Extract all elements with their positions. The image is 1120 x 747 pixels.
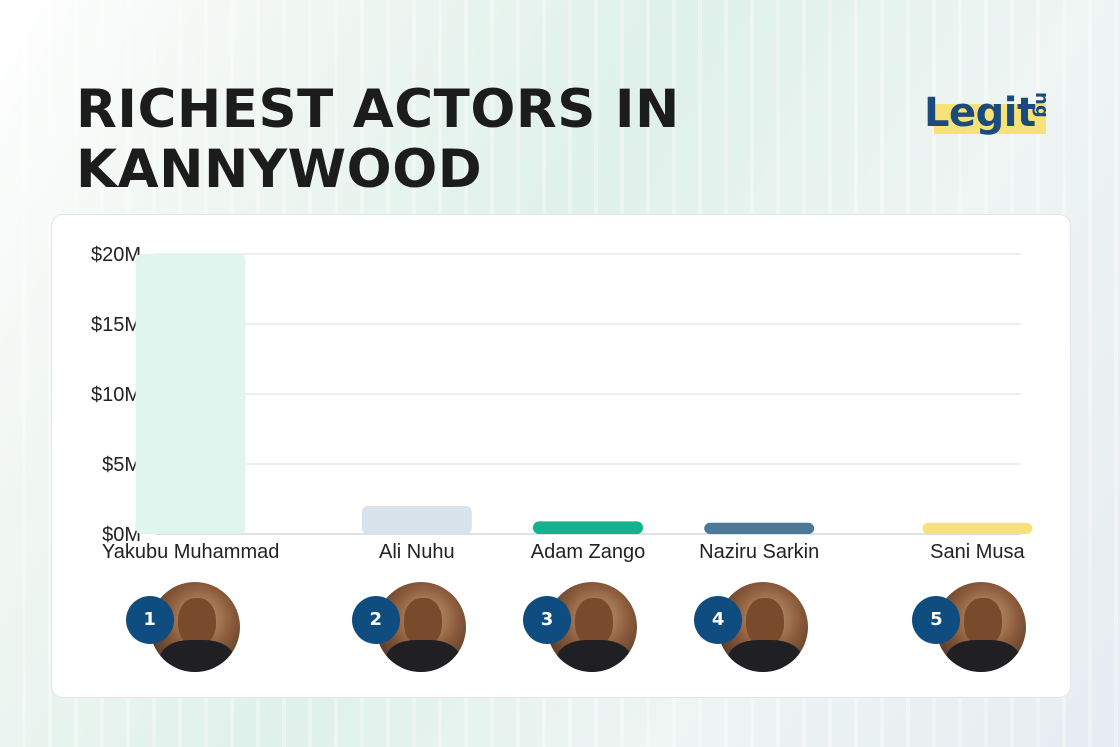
bar-yakubu-muhammad xyxy=(135,254,246,534)
portrait-face xyxy=(746,598,785,646)
y-tick-label: $10M xyxy=(91,384,141,406)
page-title: RICHEST ACTORS IN KANNYWOOD xyxy=(76,79,680,200)
portrait-body xyxy=(159,640,234,672)
x-tick-label: Adam Zango xyxy=(531,541,646,563)
x-tick-label: Sani Musa xyxy=(930,541,1025,563)
bar-adam-zango xyxy=(533,521,643,534)
actor-1: 1 xyxy=(125,582,256,674)
bar-sani-musa xyxy=(922,522,1033,534)
brand-suffix: ng xyxy=(1031,92,1052,118)
portrait-body xyxy=(557,640,631,672)
portrait-photo-icon xyxy=(149,582,240,672)
rank-badge: 1 xyxy=(125,596,174,644)
actor-3: 3 xyxy=(523,582,653,674)
bars xyxy=(135,254,1033,534)
y-tick-label: $20M xyxy=(91,244,141,266)
x-tick-label: Ali Nuhu xyxy=(379,541,455,563)
actor-5: 5 xyxy=(912,582,1042,674)
y-tick-label: $0M xyxy=(102,524,141,546)
rank-badge: 3 xyxy=(523,596,571,644)
brand-name: Legit xyxy=(924,90,1036,136)
bar-naziru-sarkin xyxy=(704,522,815,534)
rank-badge: 4 xyxy=(694,596,743,644)
y-tick-label: $5M xyxy=(102,454,141,476)
grid-lines xyxy=(155,253,1021,535)
brand-highlight xyxy=(934,104,1046,134)
y-axis-ticks: $0M $5M $10M $15M $20M xyxy=(91,244,141,546)
actor-2: 2 xyxy=(351,582,482,674)
portrait-body xyxy=(946,640,1021,672)
portrait-photo-icon xyxy=(936,582,1027,672)
bar-ali-nuhu xyxy=(361,506,472,534)
portrait-face xyxy=(177,598,216,646)
portrait-face xyxy=(403,598,442,646)
rank-badge: 2 xyxy=(351,596,400,644)
portrait-face xyxy=(575,598,613,646)
portrait-body xyxy=(385,640,460,672)
rank-badge: 5 xyxy=(912,596,961,644)
actor-4: 4 xyxy=(694,582,824,674)
x-axis-labels: Yakubu Muhammad Ali Nuhu Adam Zango Naziru … xyxy=(102,541,1026,563)
bar-chart: $0M $5M $10M $15M $20M Yakubu Muhammad Ali Nu… xyxy=(91,244,1033,563)
portrait-face xyxy=(964,598,1003,646)
x-tick-label: Naziru Sarkin xyxy=(699,541,819,563)
portrait-body xyxy=(728,640,803,672)
brand-logo: Legit ng xyxy=(924,88,1052,140)
x-tick-label: Yakubu Muhammad xyxy=(102,541,280,563)
portrait-photo-icon xyxy=(547,582,637,672)
y-tick-label: $15M xyxy=(91,314,141,336)
